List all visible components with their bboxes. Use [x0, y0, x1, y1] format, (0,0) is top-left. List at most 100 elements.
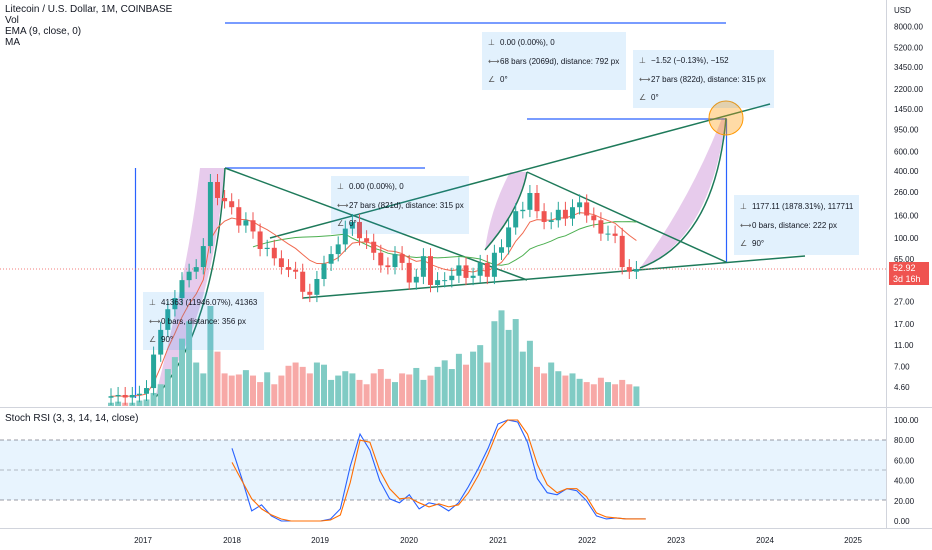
candle-body	[626, 267, 632, 272]
arc-curve-2023	[639, 117, 727, 269]
candle-body	[562, 209, 568, 219]
volume-bar	[335, 375, 342, 406]
current-price-tag: 52.92 3d 16h	[889, 262, 929, 285]
volume-bar	[292, 362, 299, 406]
currency-label: USD	[894, 6, 911, 15]
measure-box-5[interactable]: ⊥ 1177.11 (1878.31%), 117711 ⟷0 bars, dis…	[734, 195, 859, 255]
measure-angle: 0°	[500, 75, 508, 84]
candle-body	[598, 220, 604, 234]
candle-body	[108, 396, 114, 398]
indicator-ma[interactable]: MA	[5, 37, 20, 48]
volume-bar	[342, 371, 349, 406]
volume-bar	[413, 367, 420, 406]
rsi-tick-label: 20.00	[894, 497, 915, 506]
candle-body	[250, 220, 256, 232]
volume-bar	[250, 375, 256, 406]
volume-bar	[193, 362, 200, 406]
range-icon: ⊥	[337, 182, 344, 191]
volume-bar	[434, 366, 441, 406]
bars-icon: ⟷	[488, 57, 500, 66]
indicator-ema[interactable]: EMA (9, close, 0)	[5, 26, 82, 37]
price-tick-label: 4.60	[894, 383, 910, 392]
candle-body	[513, 211, 519, 228]
candle-body	[449, 275, 455, 281]
measure-box-2[interactable]: ⊥ 0.00 (0.00%), 0 ⟷27 bars (821d), distan…	[331, 176, 469, 234]
measure-box-1[interactable]: ⊥ 41363 (11946.07%), 41363 ⟷0 bars, dista…	[143, 292, 264, 350]
price-tick-label: 17.00	[894, 320, 915, 329]
volume-bar	[257, 382, 264, 406]
volume-bar	[605, 382, 611, 406]
candle-body	[470, 275, 476, 278]
candle-body	[392, 254, 398, 268]
candle-body	[122, 394, 128, 398]
measure-bars: 27 bars (822d), distance: 315 px	[651, 75, 766, 84]
candle-body	[300, 271, 306, 292]
measure-box-4[interactable]: ⊥ −1.52 (−0.13%), −152 ⟷27 bars (822d), d…	[633, 50, 774, 108]
measure-value: 1177.11 (1878.31%), 117711	[752, 202, 854, 211]
bars-icon: ⟷	[639, 75, 651, 84]
candle-body	[236, 207, 242, 226]
candle-body	[115, 394, 121, 397]
candle-body	[385, 265, 391, 268]
measure-value: 0.00 (0.00%), 0	[349, 182, 404, 191]
measure-box-3[interactable]: ⊥ 0.00 (0.00%), 0 ⟷68 bars (2069d), dista…	[482, 32, 626, 90]
time-tick-label: 2020	[400, 536, 418, 545]
time-tick-label: 2023	[667, 536, 685, 545]
candle-body	[314, 278, 320, 295]
volume-bar	[377, 369, 384, 406]
price-tick-label: 100.00	[894, 234, 919, 243]
volume-bar	[171, 357, 178, 406]
candle-body	[506, 227, 512, 248]
volume-bar	[491, 321, 498, 406]
volume-bar	[534, 366, 540, 406]
volume-bar	[512, 319, 519, 406]
rsi-title[interactable]: Stoch RSI (3, 3, 14, 14, close)	[5, 413, 139, 424]
volume-bar	[541, 373, 548, 406]
candle-body	[264, 247, 270, 249]
volume-bar	[115, 401, 122, 406]
target-circle[interactable]	[708, 100, 744, 136]
price-tick-label: 7.00	[894, 363, 910, 372]
price-tick-label: 600.00	[894, 148, 919, 157]
volume-bar	[221, 373, 228, 406]
price-axis-ticks: 8000.00 5200.00 3450.00 2200.00 1450.00 950.0…	[894, 22, 923, 392]
price-tick-label: 1450.00	[894, 105, 923, 114]
candle-body	[129, 394, 135, 398]
candle-body	[207, 182, 213, 247]
candle-body	[144, 388, 149, 394]
arc-fill-2017	[155, 168, 225, 398]
price-tick-label: 2200.00	[894, 85, 923, 94]
rsi-tick-label: 80.00	[894, 436, 915, 445]
volume-bar	[597, 377, 604, 406]
candle-body	[243, 220, 249, 226]
candle-body	[435, 280, 441, 285]
measure-angle: 0°	[651, 93, 659, 102]
indicator-vol[interactable]: Vol	[5, 15, 19, 26]
candle-body	[527, 192, 533, 210]
candle-body	[229, 201, 235, 208]
volume-bar	[370, 373, 377, 406]
volume-bar	[356, 379, 363, 406]
candle-body	[342, 228, 348, 245]
ma-line	[252, 221, 637, 266]
volume-bar	[562, 375, 569, 406]
symbol-title[interactable]: Litecoin / U.S. Dollar, 1M, COINBASE	[5, 4, 173, 15]
candle-body	[577, 202, 583, 208]
angle-icon: ∠	[149, 335, 157, 344]
candle-body	[378, 252, 384, 266]
volume-bar	[519, 351, 526, 406]
range-icon: ⊥	[149, 298, 156, 307]
candle-body	[428, 256, 433, 285]
candle-body	[193, 267, 199, 272]
time-tick-label: 2019	[311, 536, 329, 545]
angle-icon: ∠	[488, 75, 496, 84]
candle-body	[335, 244, 341, 255]
rsi-tick-label: 0.00	[894, 517, 910, 526]
current-price-value: 52.92	[893, 263, 916, 273]
measure-angle: 0°	[349, 219, 357, 228]
candle-body	[491, 252, 497, 277]
volume-bar	[264, 372, 271, 406]
candle-body	[158, 329, 164, 355]
volume-bar	[477, 345, 484, 406]
